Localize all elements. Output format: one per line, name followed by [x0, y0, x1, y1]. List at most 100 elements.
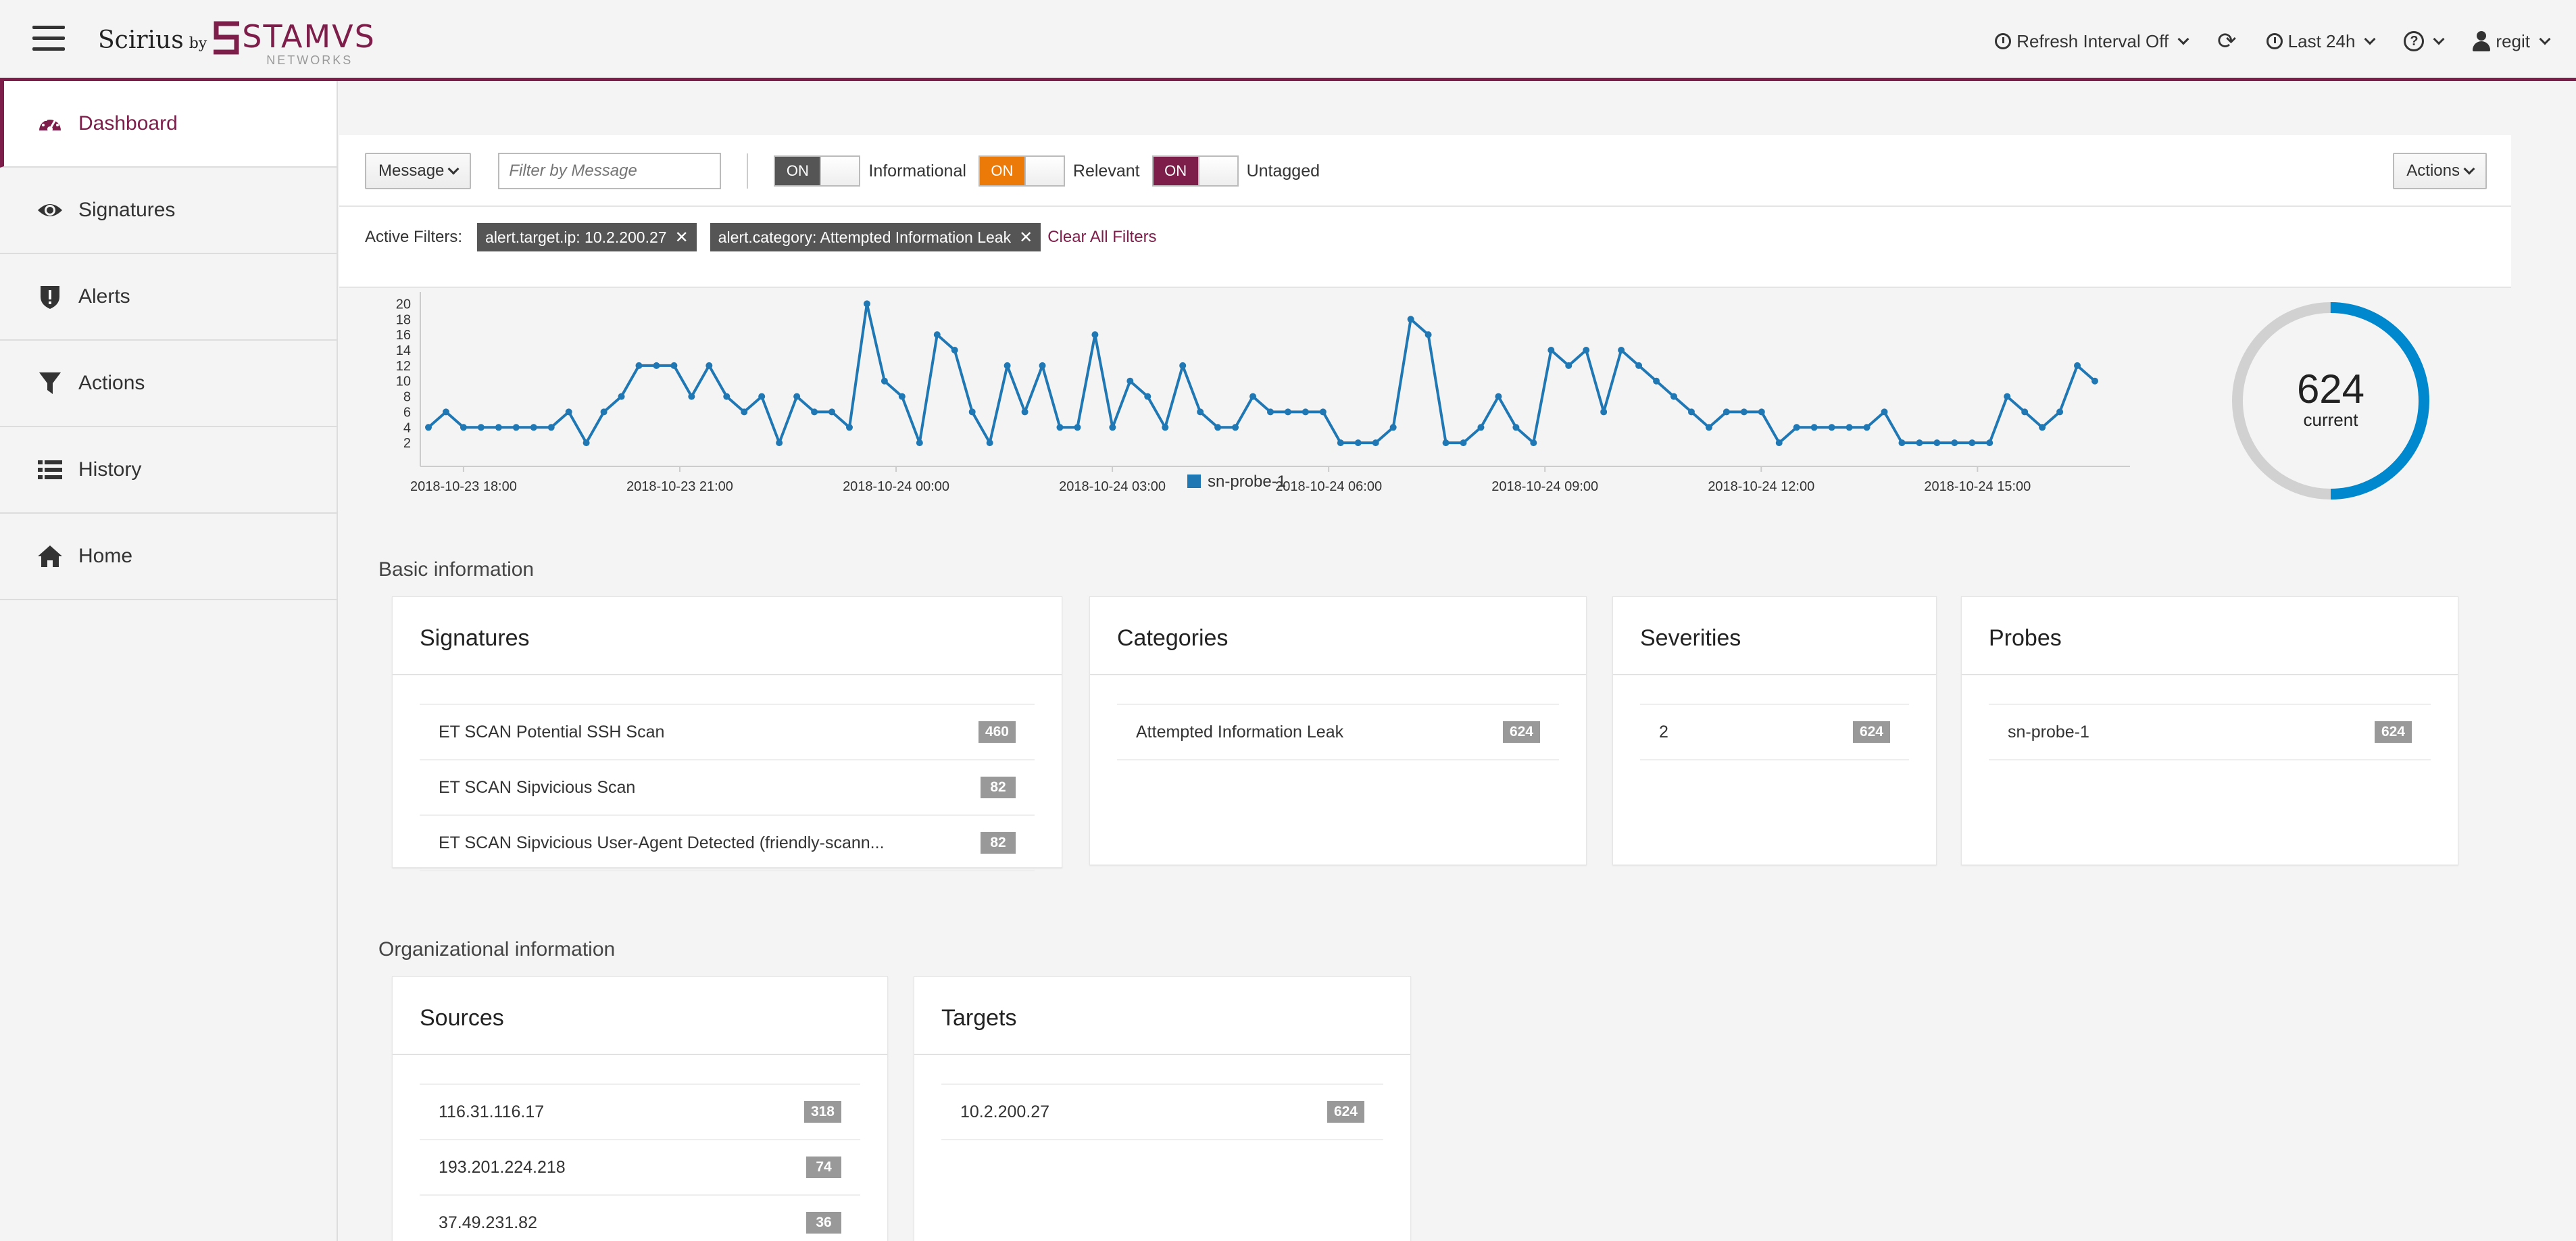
sidebar-item-dashboard[interactable]: Dashboard [0, 81, 337, 168]
toggle-on-label: ON [1153, 157, 1198, 185]
list-item[interactable]: 193.201.224.218 74 [420, 1140, 860, 1196]
filter-input[interactable] [498, 153, 722, 189]
data-point [2056, 408, 2064, 416]
data-point [1109, 424, 1116, 431]
data-point [951, 347, 958, 354]
signatures-card: Signatures ET SCAN Potential SSH Scan 46… [392, 596, 1062, 871]
data-point [723, 393, 730, 400]
item-label: ET SCAN Potential SSH Scan [439, 722, 665, 741]
data-point [776, 439, 783, 447]
card-list: 10.2.200.27 624 [941, 1084, 1383, 1140]
user-dropdown[interactable]: regit [2473, 31, 2551, 52]
active-filters: Active Filters: alert.target.ip: 10.2.20… [365, 222, 1157, 253]
x-tick-label: 2018-10-24 15:00 [1924, 479, 2031, 491]
data-point [547, 424, 555, 431]
help-dropdown[interactable]: ? [2404, 31, 2445, 51]
toolbar-row: Message ON Informational ON Relevant ON … [365, 147, 2487, 195]
data-point [758, 393, 766, 400]
item-label: Attempted Information Leak [1136, 722, 1344, 741]
data-point [881, 377, 888, 385]
untagged-toggle[interactable]: ON [1151, 155, 1239, 187]
clear-all-filters-link[interactable]: Clear All Filters [1047, 228, 1157, 246]
item-label: 116.31.116.17 [439, 1102, 545, 1121]
brand[interactable]: Scirius by STAMVS NETWORKS [98, 16, 374, 67]
data-point [1039, 362, 1046, 369]
list-item[interactable]: 2 624 [1640, 705, 1909, 760]
donut-text: 624 current [2226, 369, 2435, 431]
y-tick-label: 8 [403, 390, 411, 405]
sidebar-item-actions[interactable]: Actions [0, 341, 337, 427]
list-item[interactable]: 10.2.200.27 624 [941, 1085, 1383, 1140]
data-point [2039, 424, 2046, 431]
data-point [1266, 408, 1274, 416]
close-icon[interactable]: ✕ [1019, 228, 1033, 247]
data-point [1863, 424, 1871, 431]
active-filters-label: Active Filters: [365, 228, 463, 246]
list-item[interactable]: ET SCAN Sipvicious Scan 82 [420, 760, 1035, 816]
data-point [1074, 424, 1081, 431]
data-point [1705, 424, 1712, 431]
data-point [1793, 424, 1800, 431]
sidebar-item-label: Home [78, 545, 133, 567]
list-item[interactable]: 116.31.116.17 318 [420, 1085, 860, 1140]
logo-subtitle: NETWORKS [266, 53, 353, 67]
data-point [1477, 424, 1485, 431]
actions-dropdown[interactable]: Actions [2393, 153, 2487, 189]
categories-card: Categories Attempted Information Leak 62… [1089, 596, 1587, 865]
toggle-off-handle [1197, 157, 1237, 185]
refresh-button[interactable]: ⟳ [2217, 30, 2237, 53]
count-badge: 82 [981, 832, 1016, 854]
data-point [1653, 377, 1660, 385]
filter-chip-label: alert.target.ip: 10.2.200.27 [485, 228, 667, 246]
series-line-sn-probe-1 [427, 302, 2096, 445]
list-item[interactable]: Attempted Information Leak 624 [1117, 705, 1559, 760]
data-point [670, 362, 678, 369]
brand-by: by [189, 34, 207, 52]
sidebar-item-home[interactable]: Home [0, 514, 337, 600]
informational-toggle[interactable]: ON [774, 155, 861, 187]
list-item[interactable]: sn-probe-1 624 [1989, 705, 2431, 760]
filter-chip: alert.target.ip: 10.2.200.27 ✕ [477, 223, 697, 251]
sidebar-item-alerts[interactable]: Alerts [0, 254, 337, 341]
data-point [1635, 362, 1643, 369]
sidebar-item-label: Dashboard [78, 112, 178, 135]
hamburger-menu-icon[interactable] [32, 26, 65, 53]
card-list: 2 624 [1640, 704, 1909, 760]
data-point [811, 408, 818, 416]
field-select-dropdown[interactable]: Message [365, 153, 472, 189]
list-item[interactable]: ET SCAN Potential SSH Scan 460 [420, 705, 1035, 760]
list-item[interactable]: ET SCAN Sipvicious User-Agent Detected (… [420, 816, 1035, 871]
list-item[interactable]: 37.49.231.82 36 [420, 1196, 860, 1241]
data-point [1846, 424, 1853, 431]
card-title: Signatures [393, 597, 1062, 675]
sidebar-item-history[interactable]: History [0, 427, 337, 514]
data-point [1495, 393, 1502, 400]
x-tick-label: 2018-10-23 21:00 [626, 479, 733, 491]
sources-card: Sources 116.31.116.17 318 193.201.224.21… [392, 976, 888, 1241]
close-icon[interactable]: ✕ [674, 228, 689, 247]
data-point [933, 331, 941, 339]
y-tick-label: 10 [396, 374, 411, 389]
card-title: Sources [393, 977, 887, 1055]
sidebar-item-label: History [78, 458, 142, 481]
targets-card: Targets 10.2.200.27 624 [914, 976, 1411, 1241]
data-point [1407, 316, 1414, 323]
data-point [1723, 408, 1730, 416]
refresh-interval-dropdown[interactable]: Refresh Interval Off [1995, 31, 2189, 52]
time-range-dropdown[interactable]: Last 24h [2266, 31, 2376, 52]
severities-card: Severities 2 624 [1612, 596, 1937, 865]
card-title: Probes [1962, 597, 2458, 675]
x-tick-label: 2018-10-24 00:00 [843, 479, 949, 491]
count-badge: 460 [978, 721, 1016, 743]
filter-chip-label: alert.category: Attempted Information Le… [718, 228, 1012, 246]
chevron-down-icon [2539, 33, 2551, 45]
card-title: Severities [1613, 597, 1936, 675]
y-tick-label: 12 [396, 359, 411, 374]
relevant-toggle[interactable]: ON [978, 155, 1065, 187]
data-point [916, 439, 923, 447]
legend-label: sn-probe-1 [1208, 472, 1286, 491]
shield-alert-icon [35, 282, 65, 312]
basic-information-title: Basic information [378, 558, 535, 581]
sidebar-item-signatures[interactable]: Signatures [0, 168, 337, 254]
data-point [1284, 408, 1291, 416]
